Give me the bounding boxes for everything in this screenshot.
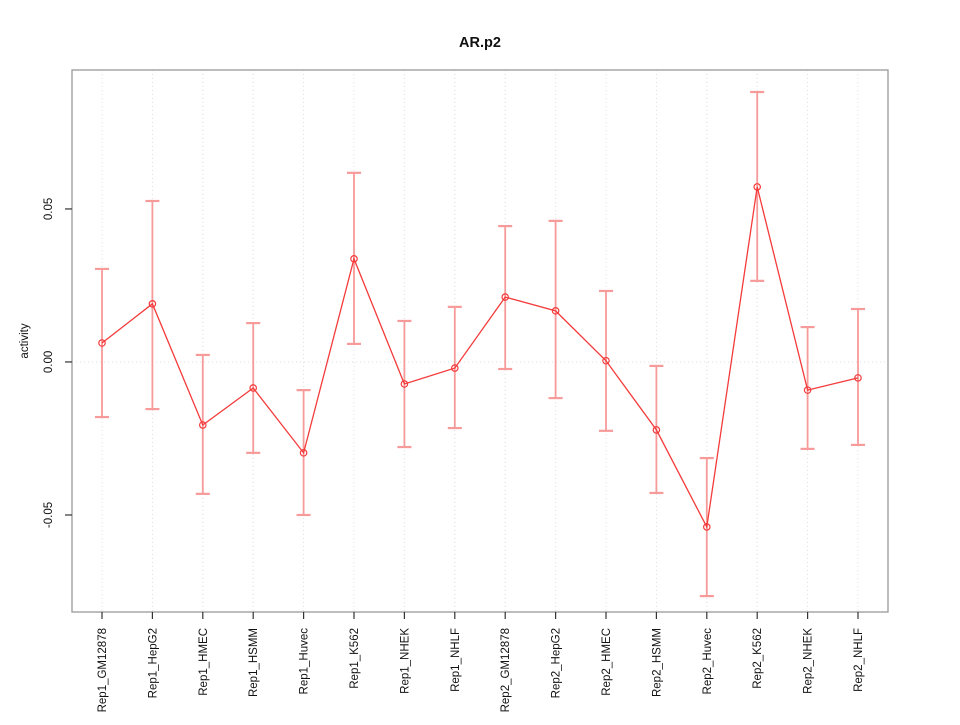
- x-tick-label: Rep2_Huvec: [702, 628, 714, 695]
- data-point-marker: [602, 356, 610, 365]
- x-tick-label: Rep1_NHEK: [399, 628, 411, 694]
- x-tick-label: Rep2_HSMM: [651, 628, 663, 697]
- data-point-marker: [702, 523, 711, 531]
- data-point-marker: [299, 449, 308, 457]
- x-tick-label: Rep2_HMEC: [601, 628, 613, 696]
- y-tick-label: 0.00: [43, 351, 55, 373]
- y-tick-label: -0.05: [43, 502, 55, 528]
- x-tick-label: Rep2_GM12878: [500, 628, 512, 712]
- data-point-marker: [854, 374, 862, 382]
- x-tick-label: Rep2_NHLF: [853, 628, 865, 692]
- y-tick-label: 0.05: [43, 198, 55, 220]
- data-point-marker: [199, 421, 207, 429]
- data-point-marker: [652, 426, 661, 434]
- x-tick-label: Rep1_GM12878: [97, 628, 109, 712]
- x-tick-label: Rep2_NHEK: [803, 628, 815, 694]
- x-tick-label: Rep1_K562: [349, 628, 361, 689]
- data-point-marker: [400, 380, 409, 388]
- data-point-marker: [350, 255, 358, 263]
- x-tick-label: Rep2_K562: [752, 628, 764, 689]
- data-point-marker: [249, 384, 258, 392]
- data-point-marker: [501, 293, 510, 301]
- x-tick-label: Rep1_HepG2: [147, 628, 159, 698]
- x-tick-label: Rep1_NHLF: [450, 628, 462, 692]
- plot-area: -0.05 0.00 0.05 Rep1_GM12878 Rep1_HepG2 Rep1_…: [43, 69, 889, 712]
- plot-border: [71, 69, 889, 613]
- x-tick-label: Rep1_Huvec: [299, 628, 311, 695]
- data-point-marker: [753, 183, 762, 191]
- x-tick-label: Rep1_HMEC: [198, 628, 210, 696]
- chart-title: AR.p2: [459, 35, 501, 51]
- data-point-marker: [450, 364, 459, 372]
- y-axis-title: activity: [19, 323, 31, 358]
- data-point-marker: [148, 300, 157, 308]
- data-line: [101, 186, 859, 530]
- data-point-marker: [98, 339, 106, 347]
- data-point-marker: [803, 386, 812, 394]
- data-point-marker: [551, 307, 560, 315]
- x-tick-label: Rep1_HSMM: [248, 628, 260, 697]
- x-tick-label: Rep2_HepG2: [551, 628, 563, 698]
